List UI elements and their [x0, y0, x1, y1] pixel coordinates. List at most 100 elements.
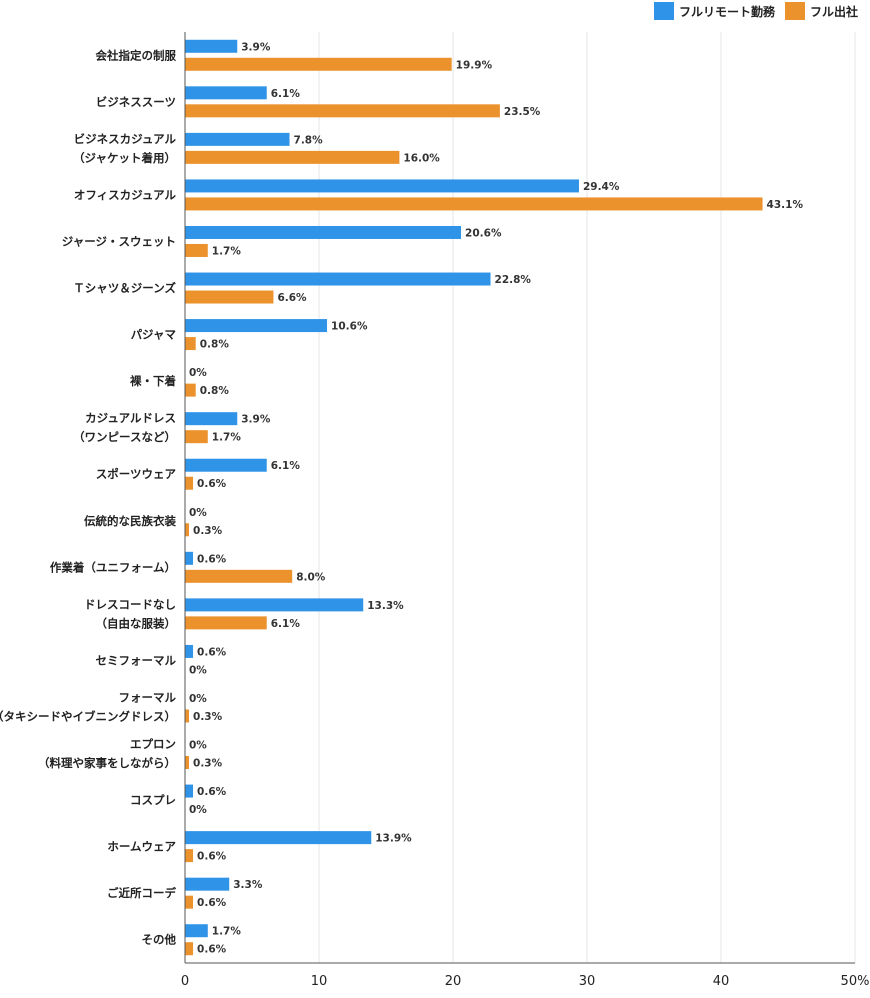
category-label: 伝統的な民族衣装	[84, 514, 176, 528]
category-label: ジャージ・スウェット	[62, 234, 176, 248]
data-label-office: 1.7%	[212, 245, 242, 257]
data-label-office: 0.3%	[193, 711, 223, 723]
category-label: スポーツウェア	[96, 467, 177, 481]
data-label-remote: 13.3%	[367, 600, 404, 612]
legend-item-remote: フルリモート勤務	[653, 2, 775, 20]
category-label: （ワンピースなど）	[73, 430, 176, 444]
data-label-remote: 13.9%	[375, 833, 412, 845]
data-label-remote: 22.8%	[495, 274, 532, 286]
data-label-remote: 0%	[189, 693, 207, 705]
bar-remote	[185, 458, 267, 472]
data-label-office: 0.6%	[197, 851, 227, 863]
bar-remote	[185, 831, 372, 845]
data-label-remote: 20.6%	[465, 227, 502, 239]
category-label: Ｔシャツ＆ジーンズ	[73, 281, 176, 295]
x-tick-label: 20	[445, 974, 462, 989]
category-label: （ジャケット着用）	[73, 151, 176, 165]
data-label-office: 0.8%	[200, 339, 230, 351]
bar-remote	[185, 86, 267, 100]
legend-item-office: フル出社	[784, 2, 858, 20]
data-label-office: 23.5%	[504, 106, 541, 118]
data-label-remote: 3.3%	[233, 879, 263, 891]
legend: フルリモート勤務 フル出社	[653, 2, 858, 20]
category-label: （料理や家事をしながら）	[38, 756, 176, 770]
category-label: その他	[142, 933, 177, 947]
bar-office	[185, 569, 293, 583]
bar-remote	[185, 319, 328, 333]
category-label: カジュアルドレス	[85, 411, 176, 425]
bar-remote	[185, 412, 238, 426]
data-label-office: 1.7%	[212, 432, 242, 444]
x-tick-label: 10	[311, 974, 328, 989]
data-label-office: 0.6%	[197, 897, 227, 909]
bar-remote	[185, 924, 208, 938]
data-label-remote: 0.6%	[197, 646, 227, 658]
x-tick-label: 50%	[841, 974, 870, 989]
category-label: ビジネスカジュアル	[74, 132, 177, 146]
data-label-office: 0.3%	[193, 525, 223, 537]
bar-office	[185, 849, 194, 863]
data-label-office: 6.1%	[271, 618, 301, 630]
data-label-office: 19.9%	[456, 59, 493, 71]
category-label: 会社指定の制服	[95, 48, 177, 62]
category-label: ご近所コーデ	[107, 886, 176, 900]
category-label: ドレスコードなし	[84, 597, 176, 611]
category-label: 裸・下着	[130, 374, 176, 388]
data-label-remote: 0.6%	[197, 553, 227, 565]
bar-remote	[185, 39, 238, 53]
bar-office	[185, 197, 763, 211]
data-label-office: 0%	[189, 804, 207, 816]
category-label: ビジネススーツ	[96, 95, 176, 109]
bar-office	[185, 476, 194, 490]
bar-office	[185, 290, 274, 304]
category-label: オフィスカジュアル	[74, 188, 177, 202]
bar-remote	[185, 225, 462, 239]
bar-remote	[185, 877, 230, 891]
bar-office	[185, 616, 267, 630]
category-label: ホームウェア	[107, 840, 176, 854]
bar-office	[185, 756, 190, 770]
data-label-remote: 6.1%	[271, 460, 301, 472]
category-label: セミフォーマル	[96, 653, 177, 667]
category-label: 作業着（ユニフォーム）	[50, 560, 176, 574]
data-label-remote: 0.6%	[197, 786, 227, 798]
data-label-office: 16.0%	[403, 152, 440, 164]
category-label: （自由な服装）	[96, 616, 177, 630]
bar-remote	[185, 272, 491, 286]
data-label-remote: 3.9%	[241, 41, 271, 53]
x-tick-label: 30	[579, 974, 596, 989]
data-label-remote: 0%	[189, 367, 207, 379]
bar-office	[185, 523, 190, 537]
data-label-office: 43.1%	[767, 199, 804, 211]
bar-office	[185, 243, 208, 257]
category-label: パジャマ	[131, 328, 177, 342]
bar-office	[185, 337, 196, 351]
bar-office	[185, 430, 208, 444]
bar-remote	[185, 644, 194, 658]
data-label-office: 0.6%	[197, 944, 227, 956]
data-label-remote: 10.6%	[331, 321, 368, 333]
data-label-remote: 6.1%	[271, 88, 301, 100]
data-label-office: 0%	[189, 664, 207, 676]
category-label: フォーマル	[119, 690, 177, 704]
data-label-remote: 3.9%	[241, 414, 271, 426]
data-label-remote: 0%	[189, 740, 207, 752]
bar-remote	[185, 784, 194, 798]
legend-swatch-office	[784, 2, 805, 20]
category-label: エプロン	[130, 737, 176, 751]
x-tick-label: 40	[713, 974, 730, 989]
bar-office	[185, 104, 500, 118]
bar-remote	[185, 179, 579, 193]
bar-office	[185, 895, 194, 909]
legend-label-office: フル出社	[809, 4, 858, 19]
legend-label-remote: フルリモート勤務	[678, 4, 775, 19]
data-label-remote: 1.7%	[212, 926, 242, 938]
data-label-remote: 0%	[189, 507, 207, 519]
bar-office	[185, 942, 194, 956]
bar-office	[185, 150, 400, 164]
data-label-remote: 29.4%	[583, 181, 620, 193]
data-label-office: 6.6%	[277, 292, 307, 304]
legend-swatch-remote	[653, 2, 674, 20]
